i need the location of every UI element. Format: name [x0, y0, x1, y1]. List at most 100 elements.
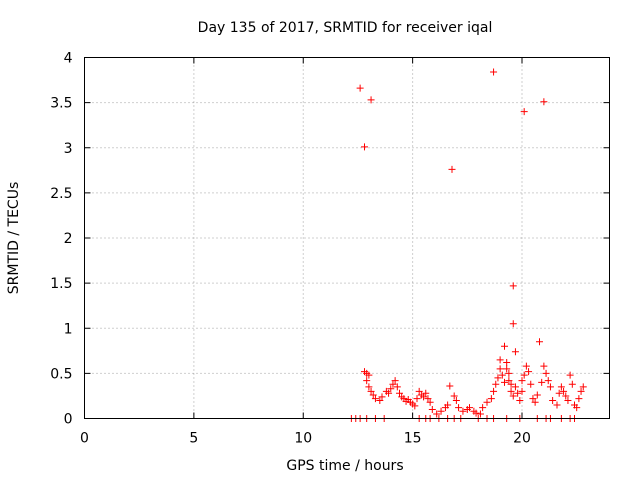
data-point — [494, 374, 502, 382]
data-point — [505, 369, 513, 377]
data-point — [503, 359, 511, 367]
data-point — [413, 395, 421, 403]
y-tick-labels: 0 0.5 1 1.5 2 2.5 3 3.5 4 — [50, 51, 72, 428]
data-point — [529, 395, 537, 403]
x-tick-label: 15 — [404, 431, 422, 447]
data-point — [522, 362, 530, 370]
plot-frame — [84, 57, 610, 419]
data-point — [507, 380, 515, 388]
data-point — [437, 407, 445, 415]
data-point — [448, 165, 456, 173]
data-point — [426, 398, 434, 406]
data-point — [573, 404, 581, 412]
data-point — [483, 398, 491, 406]
data-point — [371, 395, 379, 403]
data-point — [533, 391, 541, 399]
data-point — [391, 377, 399, 385]
data-point — [511, 383, 519, 391]
y-tick-label: 3 — [64, 141, 73, 157]
data-point — [560, 387, 568, 395]
data-point — [564, 396, 572, 404]
data-point — [501, 342, 508, 350]
data-point — [472, 409, 480, 417]
data-point — [424, 395, 432, 403]
data-point — [507, 387, 515, 395]
data-point — [557, 383, 565, 391]
data-point — [369, 391, 377, 399]
y-tick-label: 1.5 — [50, 276, 72, 292]
data-point — [479, 404, 487, 412]
data-point — [503, 365, 511, 373]
data-points — [347, 68, 587, 422]
data-point — [367, 387, 375, 395]
x-tick-label: 5 — [189, 431, 198, 447]
data-point — [540, 362, 548, 370]
data-point — [385, 389, 393, 397]
data-point — [496, 356, 504, 364]
y-tick-label: 3.5 — [50, 96, 72, 112]
data-point — [518, 387, 526, 395]
data-point — [393, 383, 401, 391]
x-tick-label: 10 — [294, 431, 312, 447]
data-point — [520, 371, 528, 379]
data-point — [501, 378, 508, 386]
data-point — [466, 404, 473, 412]
data-point — [546, 383, 554, 391]
data-point — [516, 396, 524, 404]
data-point — [511, 348, 519, 356]
data-point — [527, 380, 535, 388]
axis-ticks — [84, 57, 610, 419]
data-point — [415, 387, 423, 395]
data-point — [549, 396, 557, 404]
data-point — [509, 282, 517, 290]
data-point — [496, 365, 504, 373]
data-point — [575, 395, 583, 403]
y-tick-label: 0.5 — [50, 366, 72, 382]
data-point — [356, 84, 364, 92]
data-point — [365, 371, 373, 379]
data-point — [509, 392, 517, 400]
y-tick-label: 2 — [64, 231, 73, 247]
data-point — [542, 369, 550, 377]
data-point — [555, 389, 563, 397]
y-axis-label: SRMTID / TECUs — [6, 182, 22, 295]
data-point — [492, 380, 500, 388]
data-point — [518, 377, 526, 385]
data-point — [363, 377, 371, 385]
data-point — [577, 387, 585, 395]
data-point — [514, 389, 522, 397]
y-tick-label: 2.5 — [50, 186, 72, 202]
data-point — [562, 392, 570, 400]
data-point — [509, 320, 517, 328]
y-tick-label: 0 — [64, 412, 73, 428]
data-point — [387, 385, 395, 393]
data-point — [566, 371, 574, 379]
data-point — [579, 383, 587, 391]
data-point — [389, 380, 397, 388]
data-point — [367, 96, 375, 104]
data-point — [422, 389, 430, 397]
data-point — [361, 143, 368, 151]
data-point — [520, 108, 528, 116]
data-point — [428, 405, 436, 413]
data-point — [536, 338, 543, 346]
chart-title: Day 135 of 2017, SRMTID for receiver iqa… — [198, 20, 493, 36]
data-point — [490, 68, 498, 76]
data-point — [376, 396, 384, 404]
data-point — [455, 404, 463, 412]
x-tick-labels: 0 5 10 15 20 — [80, 431, 531, 447]
data-point — [446, 382, 454, 390]
data-point — [498, 371, 506, 379]
data-point — [505, 377, 513, 385]
data-point — [452, 396, 460, 404]
data-point — [487, 395, 495, 403]
data-point — [540, 98, 548, 106]
data-point — [450, 392, 458, 400]
data-point — [531, 398, 539, 406]
grid-lines — [84, 57, 610, 419]
data-point — [365, 383, 373, 391]
data-point — [411, 402, 419, 410]
data-point — [553, 401, 561, 409]
y-tick-label: 4 — [64, 51, 73, 67]
